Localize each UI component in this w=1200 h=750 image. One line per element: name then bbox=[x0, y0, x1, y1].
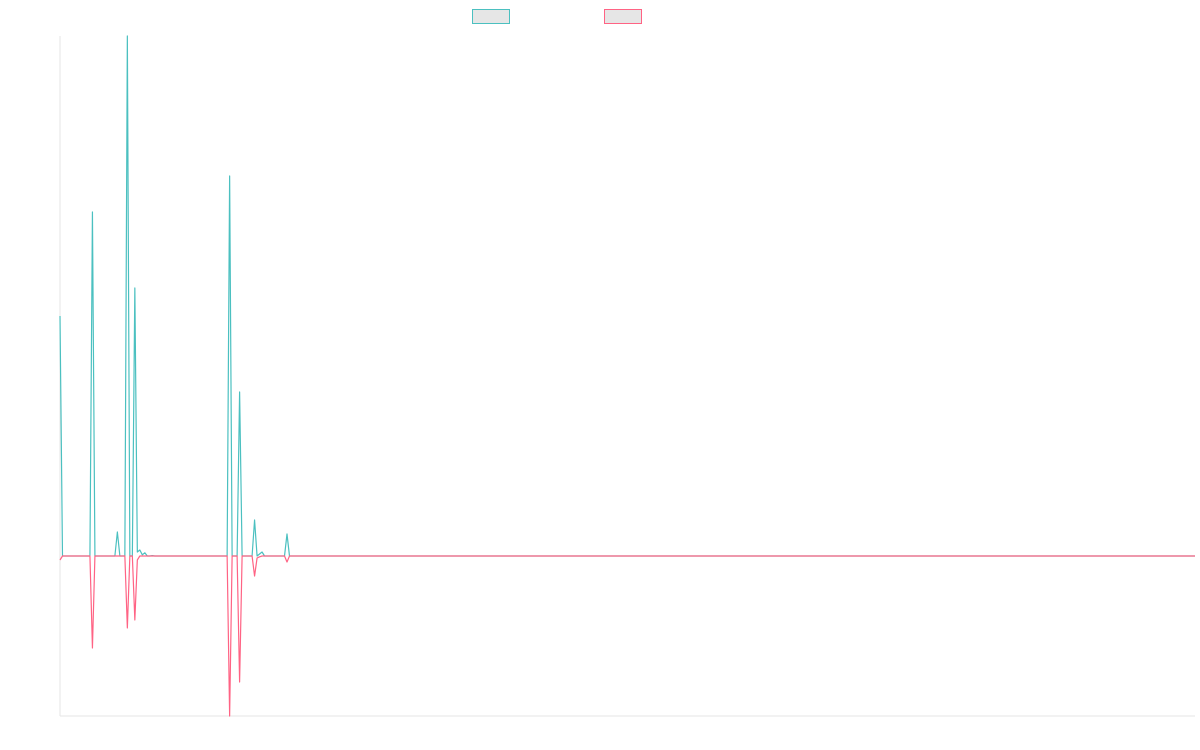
legend-swatch-series-2 bbox=[604, 9, 642, 24]
legend-swatch-series-1 bbox=[472, 9, 510, 24]
series-1-line bbox=[59, 35, 1195, 557]
series-2-line bbox=[59, 555, 1195, 717]
legend-item-series-2[interactable] bbox=[604, 9, 648, 24]
legend bbox=[0, 9, 1200, 27]
series-group bbox=[59, 35, 1195, 717]
legend-item-series-1[interactable] bbox=[472, 9, 516, 24]
